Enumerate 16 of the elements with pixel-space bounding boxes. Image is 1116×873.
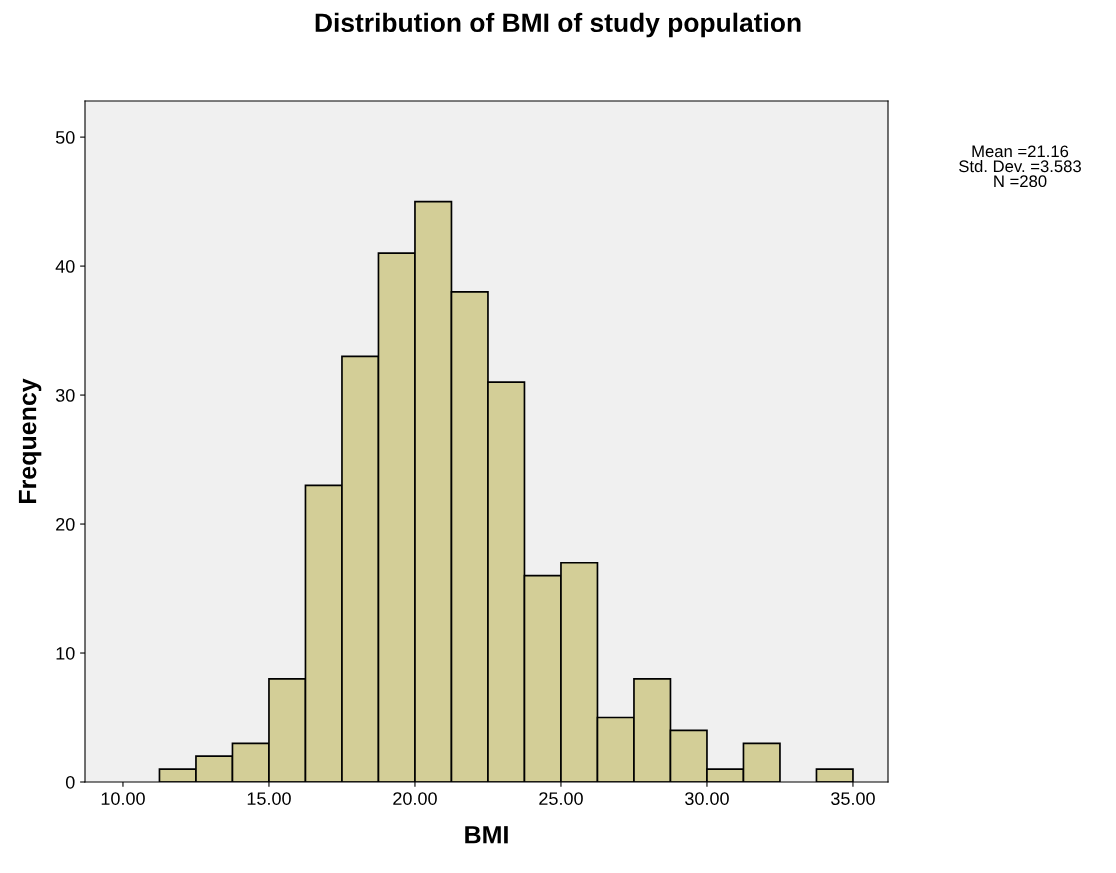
y-tick-label: 40 — [55, 260, 75, 273]
x-tick-label: 10.00 — [101, 792, 145, 805]
x-tick-label: 35.00 — [831, 792, 875, 805]
chart-title: Distribution of BMI of study population — [315, 12, 801, 38]
x-tick-label: 15.00 — [247, 792, 291, 805]
x-tick-label: 25.00 — [539, 792, 583, 805]
y-axis-title: Frequency — [18, 378, 42, 504]
x-axis-title: BMI — [465, 826, 508, 844]
x-tick-label: 20.00 — [393, 792, 437, 805]
y-tick-label: 10 — [56, 646, 75, 660]
y-tick-label: 50 — [55, 131, 75, 144]
y-tick-label: 0 — [65, 775, 75, 789]
y-tick-label: 30 — [55, 389, 75, 402]
y-tick-label: 20 — [56, 517, 75, 531]
x-tick-label: 30.00 — [685, 792, 729, 805]
text: Mean =21.16 Std. Dev. =3.583 N =280 — [959, 145, 1081, 188]
